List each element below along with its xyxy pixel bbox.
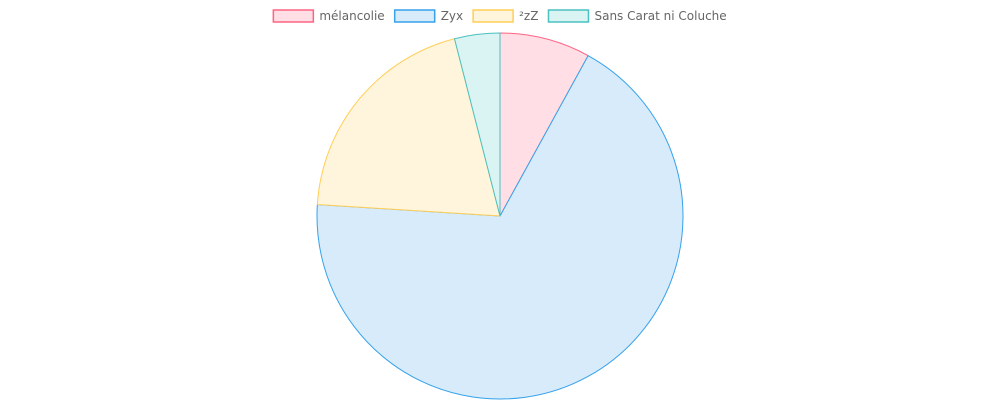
pie-slice-zyx[interactable]	[316, 55, 684, 400]
pie-slice-melancolie[interactable]	[499, 32, 589, 217]
legend-swatch	[393, 9, 436, 23]
legend-item-sans-carat-ni-coluche[interactable]: Sans Carat ni Coluche	[547, 9, 727, 23]
legend-item-melancolie[interactable]: mélancolie	[272, 9, 385, 23]
legend-label: ²zZ	[519, 9, 538, 23]
legend-label: Sans Carat ni Coluche	[594, 9, 726, 23]
legend-swatch	[547, 9, 590, 23]
pie-slices	[316, 32, 684, 400]
legend-label: mélancolie	[319, 9, 384, 23]
legend-swatch	[472, 9, 514, 23]
legend-item-zz[interactable]: ²zZ	[472, 9, 538, 23]
legend-label: Zyx	[441, 9, 463, 23]
chart-legend: mélancolie Zyx ²zZ Sans Carat ni Coluche	[272, 9, 727, 23]
legend-swatch	[272, 9, 315, 23]
pie-slice-zz[interactable]	[316, 38, 501, 217]
legend-item-zyx[interactable]: Zyx	[393, 9, 463, 23]
pie-slice-sans-carat-ni-coluche[interactable]	[453, 32, 501, 217]
